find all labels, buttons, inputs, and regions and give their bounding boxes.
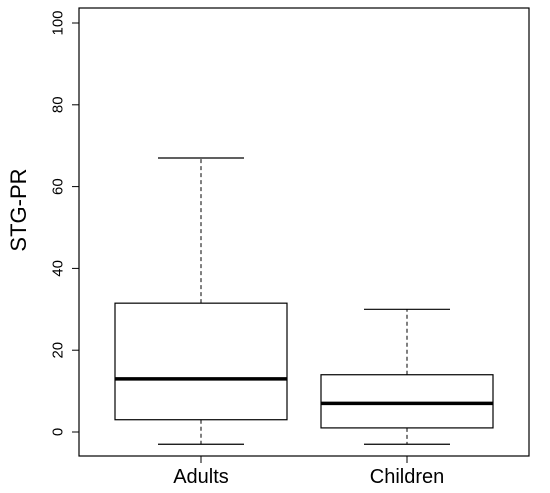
box-adults	[114, 157, 288, 445]
y-axis-label: STG-PR	[6, 168, 31, 251]
iqr-box	[114, 302, 288, 421]
boxes-layer	[114, 157, 494, 445]
y-tick-label: 80	[49, 96, 66, 113]
y-tick-label: 0	[49, 428, 66, 436]
y-tick-label: 20	[49, 342, 66, 359]
y-tick-label: 40	[49, 260, 66, 277]
x-tick-label: Children	[370, 466, 444, 488]
y-tick-label: 60	[49, 178, 66, 195]
y-axis: 0 20 40 60 80 100	[49, 10, 80, 436]
x-tick-label: Adults	[173, 466, 229, 488]
y-tick-label: 100	[49, 10, 66, 35]
x-axis: Adults Children	[173, 456, 444, 488]
box-children	[320, 308, 494, 445]
iqr-box	[320, 374, 494, 429]
